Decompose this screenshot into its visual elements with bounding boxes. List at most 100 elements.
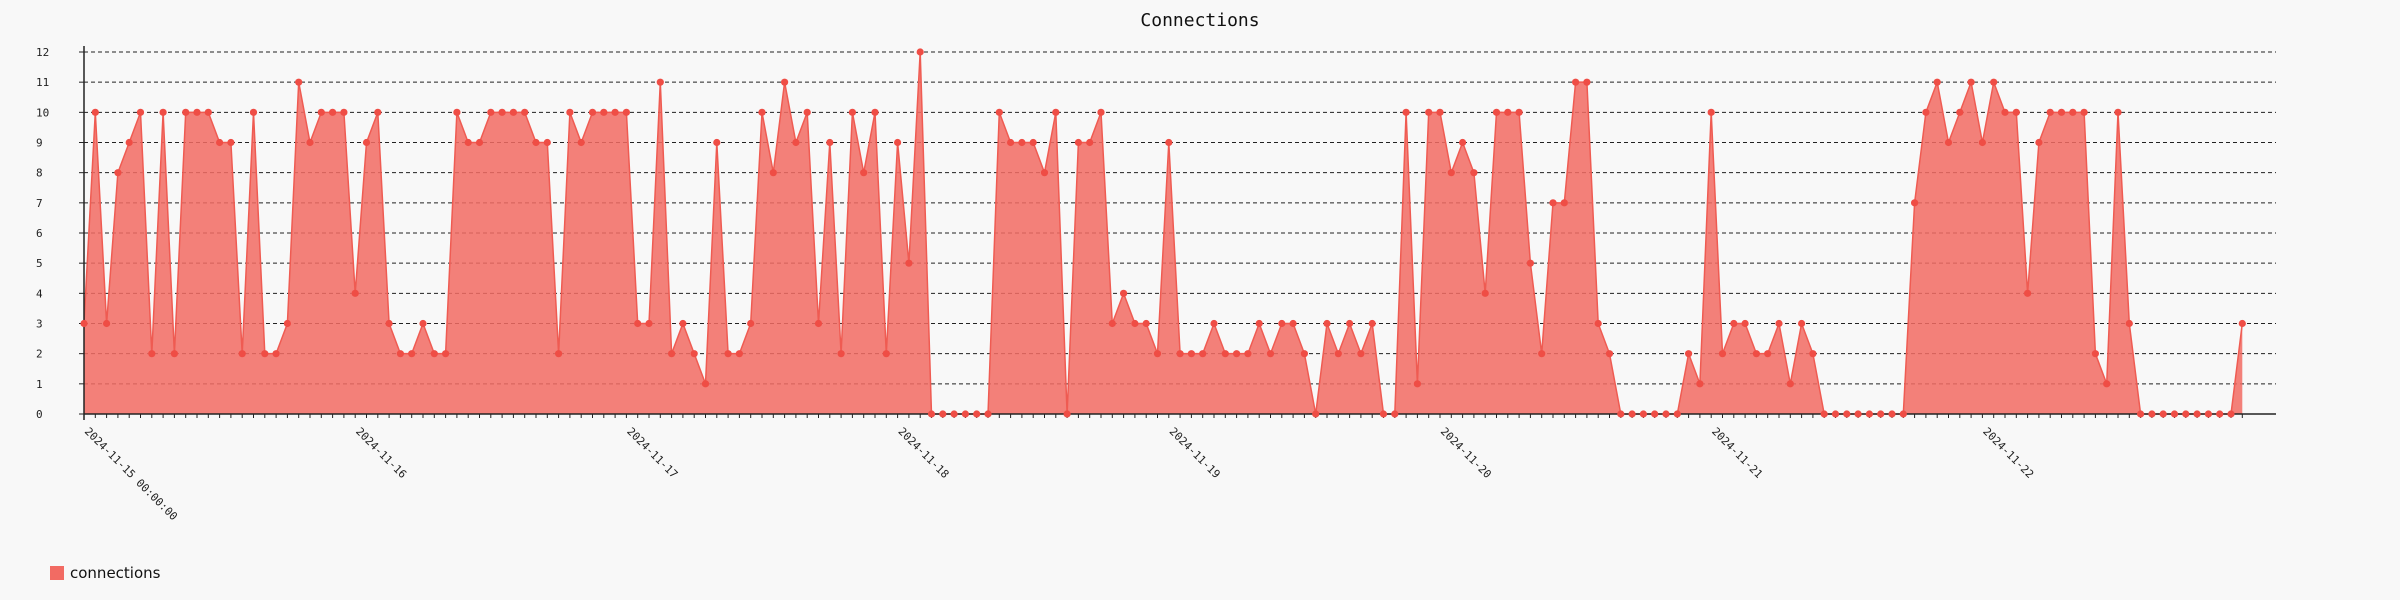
data-point — [170, 350, 178, 358]
data-point — [1402, 108, 1410, 116]
data-point — [1097, 108, 1105, 116]
data-point — [1153, 350, 1162, 358]
x-tick-label: 2024-11-18 — [895, 425, 951, 481]
data-point — [1854, 410, 1862, 418]
data-point — [1187, 350, 1195, 358]
series-points — [80, 48, 2246, 418]
data-point — [871, 108, 879, 116]
data-point — [1741, 319, 1749, 328]
data-point — [272, 350, 280, 358]
y-tick-label-3: 3 — [36, 318, 43, 331]
data-point — [2182, 410, 2190, 418]
data-point — [2103, 380, 2111, 388]
data-point — [1063, 410, 1071, 418]
data-point — [2069, 108, 2077, 116]
data-point — [261, 350, 269, 358]
data-point — [860, 169, 868, 177]
data-point — [216, 138, 224, 147]
data-point — [2238, 319, 2246, 328]
y-tick-label-5: 5 — [36, 257, 43, 270]
data-point — [690, 350, 698, 358]
data-point — [555, 350, 563, 358]
data-point — [1809, 350, 1817, 358]
data-point — [781, 78, 789, 86]
data-point — [1583, 78, 1591, 86]
data-point — [1300, 350, 1308, 358]
x-tick-label: 2024-11-15 00:00:00 — [82, 425, 180, 523]
data-point — [340, 108, 348, 116]
data-point — [1560, 199, 1568, 207]
data-point — [1323, 319, 1331, 328]
data-point — [939, 410, 947, 418]
data-point — [1526, 259, 1534, 267]
data-point — [1379, 410, 1388, 418]
data-point — [634, 319, 642, 328]
data-point — [103, 319, 111, 328]
data-point — [905, 259, 913, 267]
data-point — [1639, 410, 1647, 418]
data-point — [1029, 138, 1037, 147]
data-point — [1244, 350, 1252, 358]
data-point — [2204, 410, 2212, 418]
data-point — [2227, 410, 2235, 418]
data-point — [950, 410, 958, 418]
data-point — [442, 350, 450, 358]
data-point — [803, 108, 811, 116]
data-point — [882, 350, 890, 358]
data-point — [249, 108, 258, 116]
data-point — [1978, 138, 1986, 147]
data-point — [792, 138, 800, 147]
data-point — [1673, 410, 1681, 418]
data-point — [487, 108, 495, 116]
data-point — [1018, 138, 1026, 147]
data-point — [668, 350, 676, 358]
data-point — [1221, 350, 1229, 358]
data-point — [1391, 410, 1399, 418]
data-point — [2057, 108, 2066, 116]
data-point — [984, 410, 992, 418]
data-point — [1470, 169, 1478, 177]
y-tick-label-4: 4 — [36, 287, 43, 300]
data-point — [1696, 380, 1704, 388]
data-point — [1492, 108, 1501, 116]
data-point — [1617, 410, 1625, 418]
data-point — [1413, 380, 1421, 388]
data-point — [159, 108, 167, 116]
data-point — [1165, 138, 1173, 147]
data-point — [611, 108, 619, 116]
data-point — [2216, 410, 2224, 418]
data-point — [1120, 289, 1128, 297]
data-point — [362, 138, 371, 147]
data-point — [193, 108, 201, 116]
data-point — [826, 138, 834, 147]
data-point — [1594, 319, 1602, 328]
data-point — [1922, 108, 1930, 116]
data-point — [1210, 319, 1218, 328]
data-point — [1436, 108, 1444, 116]
data-point — [894, 138, 902, 147]
data-point — [543, 138, 551, 147]
data-point — [1289, 319, 1297, 328]
data-point — [1368, 319, 1376, 328]
data-point — [2159, 410, 2167, 418]
data-point — [1752, 350, 1760, 358]
data-point — [1425, 108, 1433, 116]
data-point — [2114, 108, 2122, 116]
y-tick-label-12: 12 — [36, 46, 49, 59]
data-point — [1888, 410, 1896, 418]
data-point — [973, 410, 981, 418]
data-point — [385, 319, 393, 328]
data-point — [1730, 319, 1738, 328]
data-point — [91, 108, 99, 116]
data-point — [2001, 108, 2009, 116]
data-point — [329, 108, 337, 116]
data-point — [532, 138, 540, 147]
data-point — [498, 108, 506, 116]
data-point — [814, 319, 823, 328]
data-point — [1538, 350, 1546, 358]
data-point — [295, 78, 303, 86]
data-point — [1572, 78, 1580, 86]
data-point — [622, 108, 631, 116]
data-point — [1651, 410, 1659, 418]
data-point — [80, 319, 88, 328]
